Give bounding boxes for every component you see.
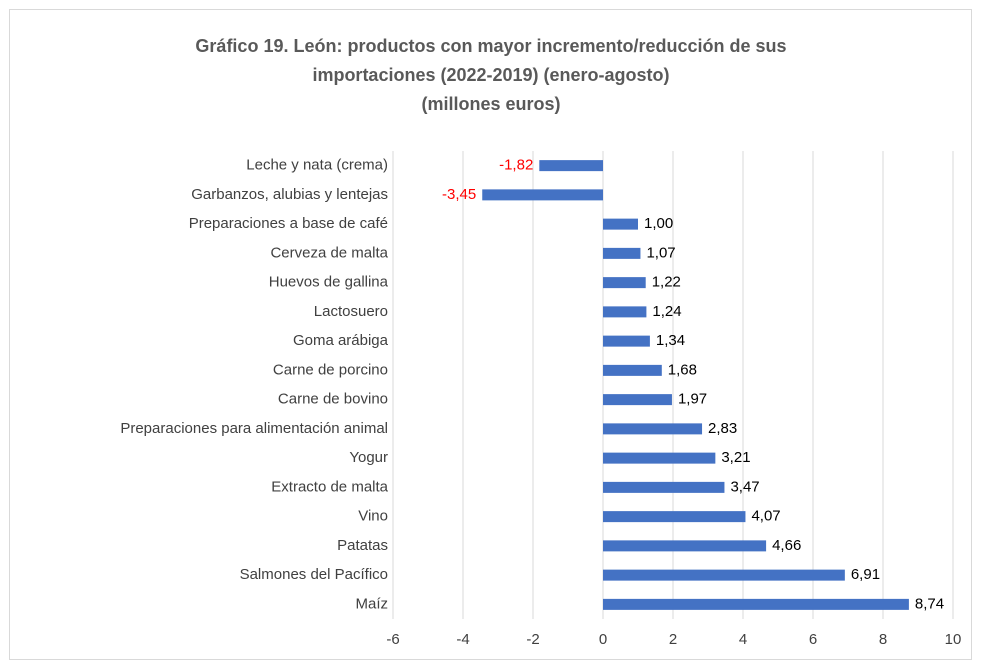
bar (603, 569, 845, 581)
x-tick-label: 4 (739, 631, 747, 648)
bar (603, 277, 646, 289)
data-label: 3,47 (730, 478, 759, 495)
data-label: 1,24 (652, 303, 681, 320)
data-label: 1,22 (652, 274, 681, 291)
bar (482, 189, 603, 201)
data-label: 4,07 (751, 508, 780, 525)
bar (603, 364, 662, 376)
y-tick-label: Vino (358, 508, 388, 525)
bar (603, 511, 746, 523)
bar (603, 598, 909, 610)
x-tick-label: 10 (945, 631, 962, 648)
bar (603, 452, 716, 464)
data-label: 1,00 (644, 215, 673, 232)
data-label: 1,97 (678, 391, 707, 408)
y-tick-label: Patatas (337, 537, 388, 554)
bar (539, 160, 603, 172)
bar (603, 423, 703, 435)
bar (603, 218, 638, 230)
y-tick-label: Preparaciones a base de café (189, 215, 388, 232)
bar (603, 540, 767, 552)
x-tick-label: 8 (879, 631, 887, 648)
y-tick-label: Maíz (355, 595, 388, 612)
data-label: -3,45 (442, 186, 476, 203)
data-label: 6,91 (851, 566, 880, 583)
y-tick-label: Goma arábiga (293, 332, 389, 349)
y-tick-label: Huevos de gallina (269, 274, 389, 291)
data-label: 1,68 (668, 361, 697, 378)
chart-title: (millones euros) (421, 94, 560, 114)
bar (603, 481, 725, 493)
data-label: 1,34 (656, 332, 685, 349)
chart-border (9, 9, 972, 660)
x-tick-label: -4 (456, 631, 469, 648)
chart-title: importaciones (2022-2019) (enero-agosto) (312, 65, 669, 85)
y-tick-label: Garbanzos, alubias y lentejas (191, 186, 388, 203)
bar (603, 394, 672, 406)
data-label: 3,21 (721, 449, 750, 466)
y-tick-label: Extracto de malta (271, 478, 388, 495)
data-label: 2,83 (708, 420, 737, 437)
y-tick-label: Preparaciones para alimentación animal (120, 420, 388, 437)
bar (603, 247, 641, 259)
data-label: 4,66 (772, 537, 801, 554)
x-tick-label: 2 (669, 631, 677, 648)
y-tick-label: Carne de bovino (278, 391, 388, 408)
data-label: 8,74 (915, 595, 944, 612)
data-label: -1,82 (499, 157, 533, 174)
x-tick-label: 0 (599, 631, 607, 648)
y-tick-label: Leche y nata (crema) (246, 157, 388, 174)
x-tick-label: 6 (809, 631, 817, 648)
x-tick-label: -6 (386, 631, 399, 648)
data-label: 1,07 (646, 244, 675, 261)
bar (603, 335, 650, 347)
x-tick-label: -2 (526, 631, 539, 648)
bar (603, 306, 647, 318)
y-tick-label: Carne de porcino (273, 361, 388, 378)
chart-title: Gráfico 19. León: productos con mayor in… (195, 36, 786, 56)
y-tick-label: Salmones del Pacífico (240, 566, 388, 583)
y-tick-label: Lactosuero (314, 303, 388, 320)
y-tick-label: Cerveza de malta (270, 244, 388, 261)
y-tick-label: Yogur (349, 449, 388, 466)
